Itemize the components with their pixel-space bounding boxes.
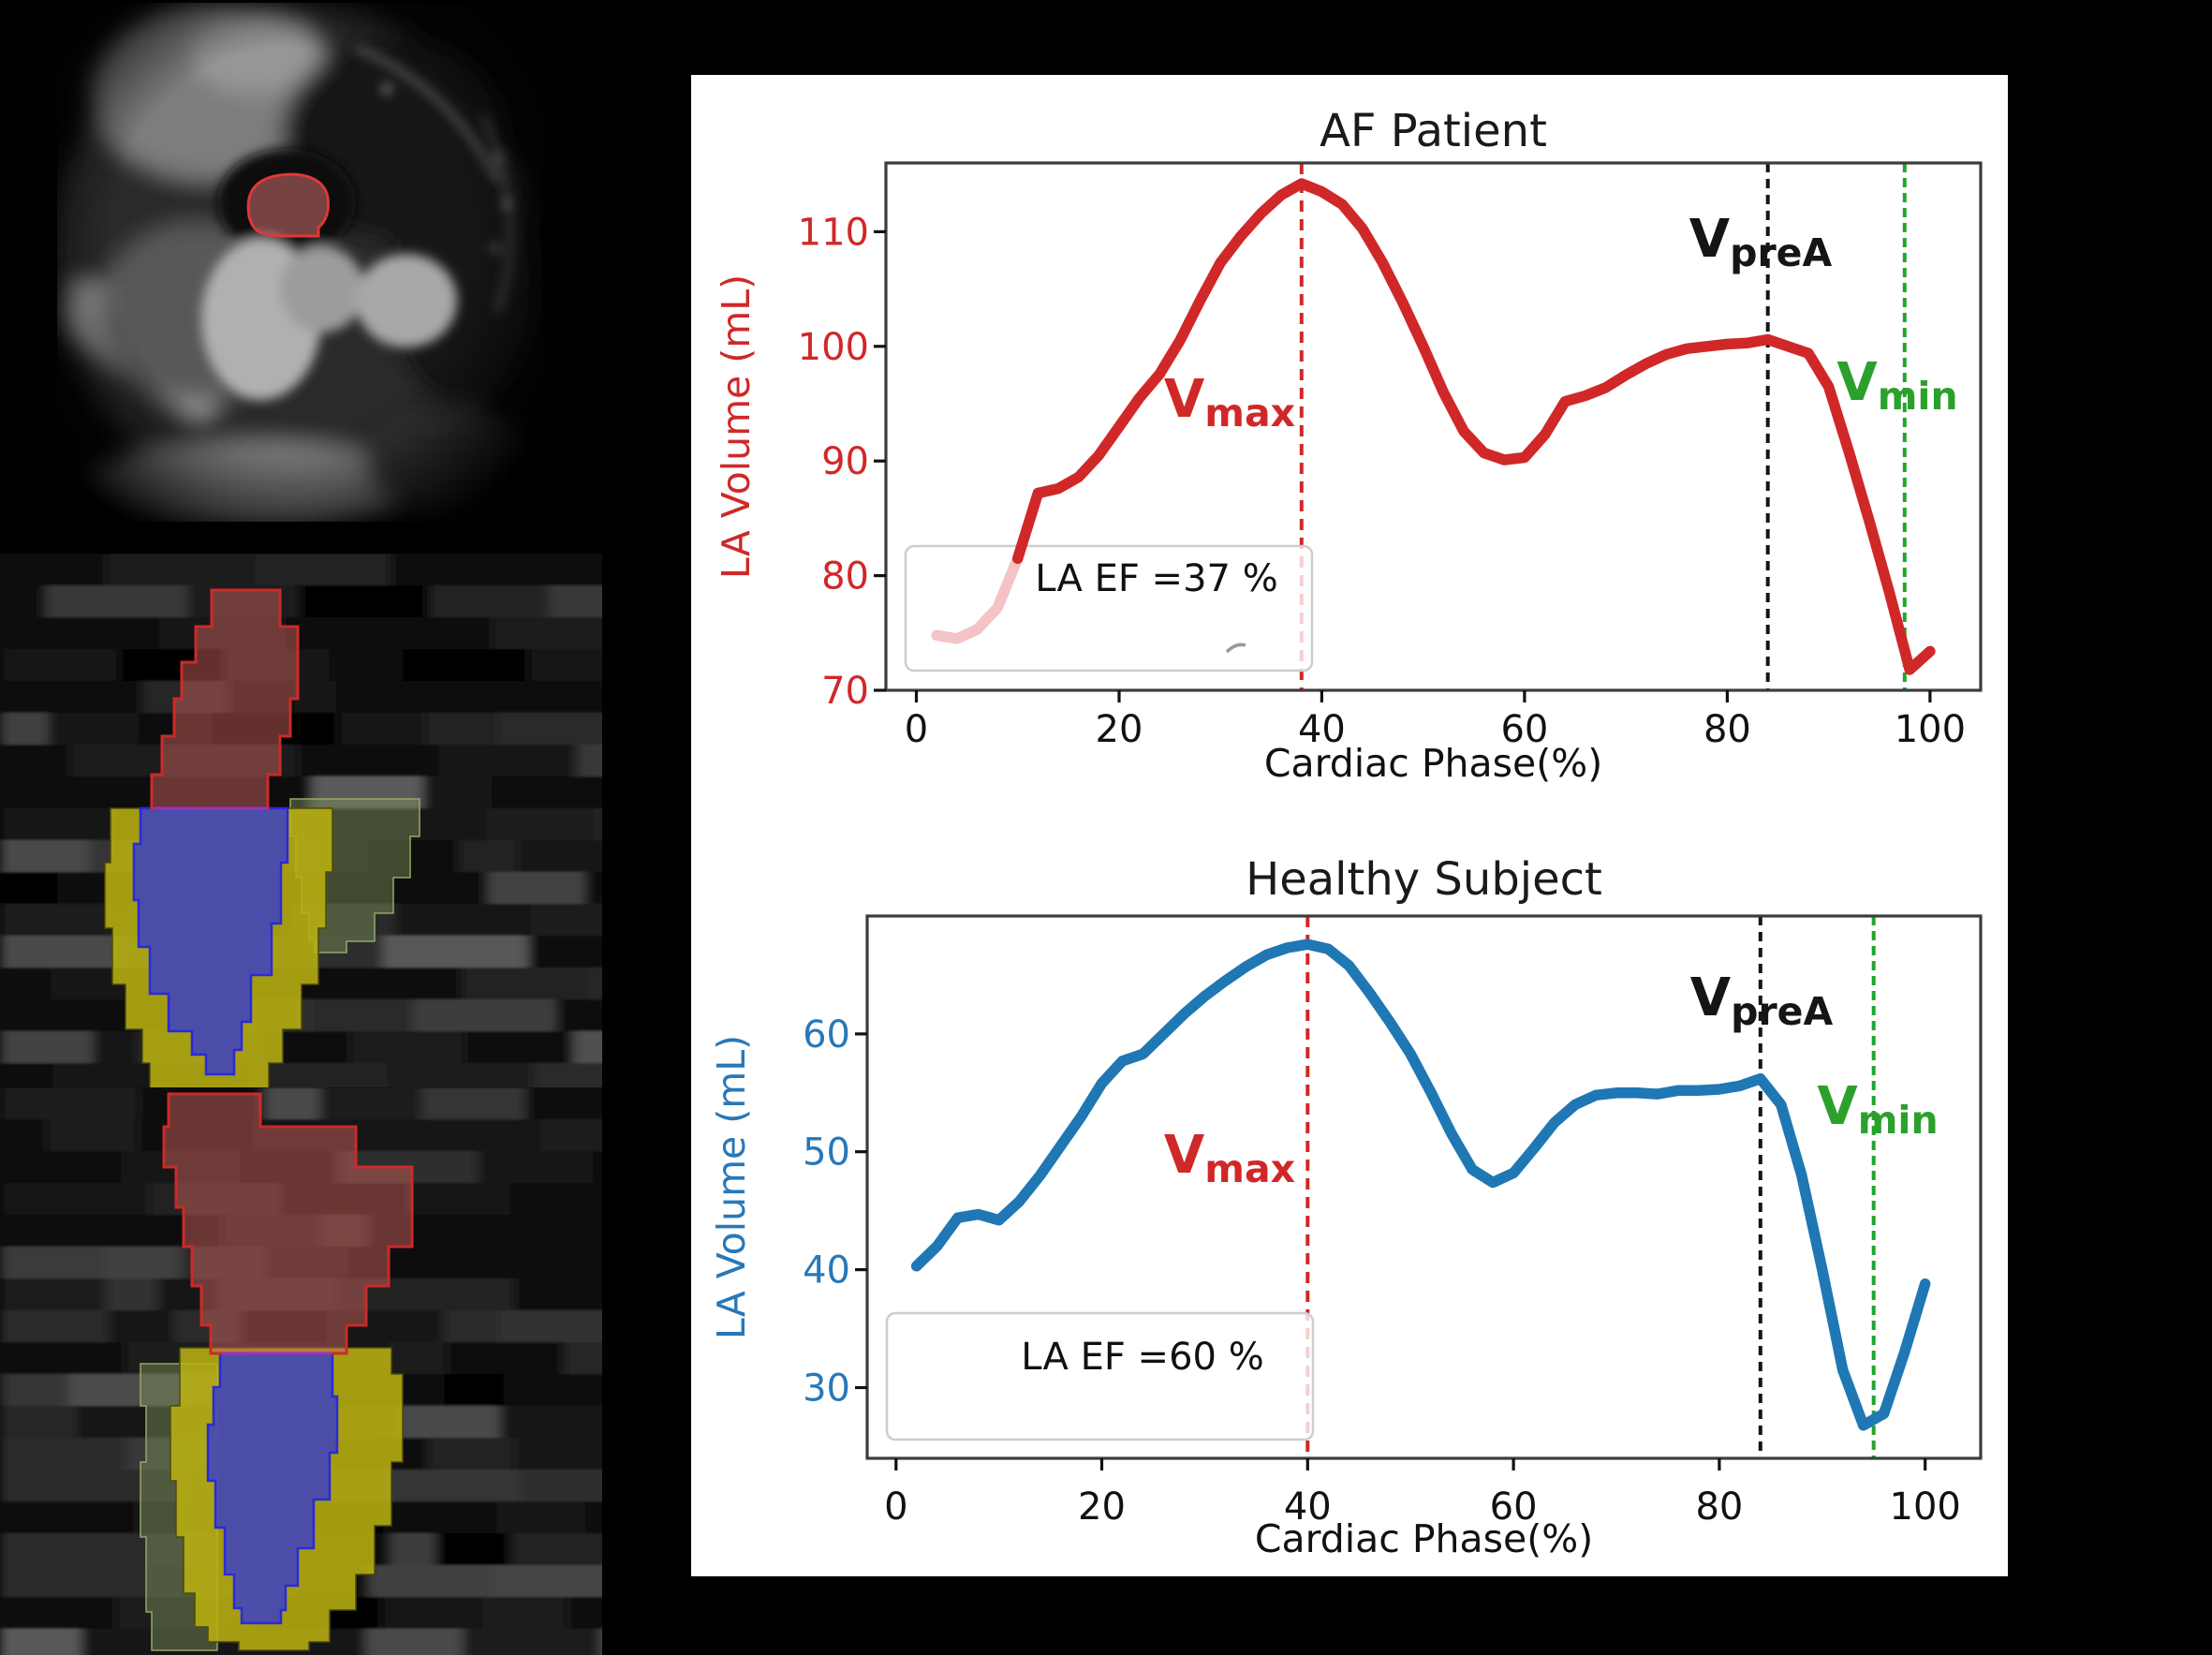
la-segmentation-long-axis-1 bbox=[0, 554, 602, 1087]
x-tick-label: 60 bbox=[1500, 708, 1548, 751]
mri-axial-svg bbox=[57, 3, 543, 522]
segmentation-regions bbox=[140, 1092, 414, 1651]
chart-title: Healthy Subject bbox=[1246, 853, 1602, 906]
x-tick-label: 0 bbox=[884, 1485, 907, 1529]
volume-charts-panel: 0 20 40 60 80 100 70 80 90 100 110 AF Patient Cardia… bbox=[691, 75, 2008, 1576]
vmax-label: Vmax bbox=[1164, 1125, 1295, 1191]
mri-axial-image bbox=[57, 3, 543, 522]
x-tick-label: 20 bbox=[1078, 1485, 1126, 1529]
vmin-label: Vmin bbox=[1836, 352, 1957, 419]
volume-curve bbox=[910, 938, 1931, 1431]
x-tick-label: 80 bbox=[1703, 708, 1751, 751]
y-axis-label: LA Volume (mL) bbox=[709, 1035, 754, 1339]
y-tick-label: 90 bbox=[821, 440, 869, 483]
y-tick-label: 30 bbox=[803, 1367, 850, 1411]
x-tick-label: 60 bbox=[1490, 1485, 1538, 1529]
la-segmentation-long-axis-2 bbox=[0, 1087, 602, 1655]
chart-af-patient: 0 20 40 60 80 100 70 80 90 100 110 AF Patient Cardia… bbox=[714, 105, 1983, 786]
x-tick-label: 100 bbox=[1890, 1485, 1961, 1529]
ef-annotation-text: LA EF =37 % bbox=[1035, 557, 1277, 600]
x-tick-label: 0 bbox=[905, 708, 928, 751]
vprea-label: VpreA bbox=[1690, 968, 1834, 1034]
la-region bbox=[150, 588, 300, 810]
mri-vignette bbox=[57, 3, 543, 522]
x-axis-label: Cardiac Phase(%) bbox=[1264, 741, 1602, 786]
la-region bbox=[162, 1092, 414, 1355]
y-tick-label: 100 bbox=[798, 326, 869, 369]
chart-healthy-subject: 0 20 40 60 80 100 30 40 50 60 Healthy Subject Cardi… bbox=[709, 853, 1983, 1561]
stray-mark bbox=[1225, 643, 1246, 654]
chart-title: AF Patient bbox=[1320, 105, 1547, 157]
y-tick-label: 60 bbox=[803, 1013, 850, 1057]
vmax-label: Vmax bbox=[1164, 369, 1295, 436]
volume-curve bbox=[1011, 178, 1936, 675]
y-tick-label: 110 bbox=[798, 211, 869, 254]
axes-frame bbox=[865, 914, 1983, 1460]
volume-curve-start bbox=[931, 553, 1024, 644]
vprea-label: VpreA bbox=[1689, 209, 1833, 275]
ef-annotation-text: LA EF =60 % bbox=[1021, 1336, 1263, 1379]
y-tick-label: 70 bbox=[821, 670, 869, 713]
vmin-label: Vmin bbox=[1817, 1076, 1938, 1143]
y-tick-label: 40 bbox=[803, 1249, 850, 1293]
y-tick-label: 50 bbox=[803, 1131, 850, 1175]
y-tick-label: 80 bbox=[821, 555, 869, 598]
x-tick-label: 100 bbox=[1895, 708, 1966, 751]
lv-region bbox=[132, 806, 289, 1076]
x-tick-label: 80 bbox=[1695, 1485, 1743, 1529]
x-tick-label: 40 bbox=[1298, 708, 1346, 751]
lv-region bbox=[206, 1352, 339, 1625]
x-axis-label: Cardiac Phase(%) bbox=[1255, 1516, 1593, 1561]
axes-frame bbox=[884, 161, 1983, 692]
x-tick-label: 40 bbox=[1284, 1485, 1332, 1529]
y-axis-label: LA Volume (mL) bbox=[714, 274, 759, 579]
ef-annotation-box bbox=[885, 1311, 1315, 1441]
x-tick-label: 20 bbox=[1096, 708, 1143, 751]
segmentation-regions bbox=[104, 588, 420, 1087]
volume-charts-svg: 0 20 40 60 80 100 70 80 90 100 110 AF Patient Cardia… bbox=[709, 105, 1983, 1561]
